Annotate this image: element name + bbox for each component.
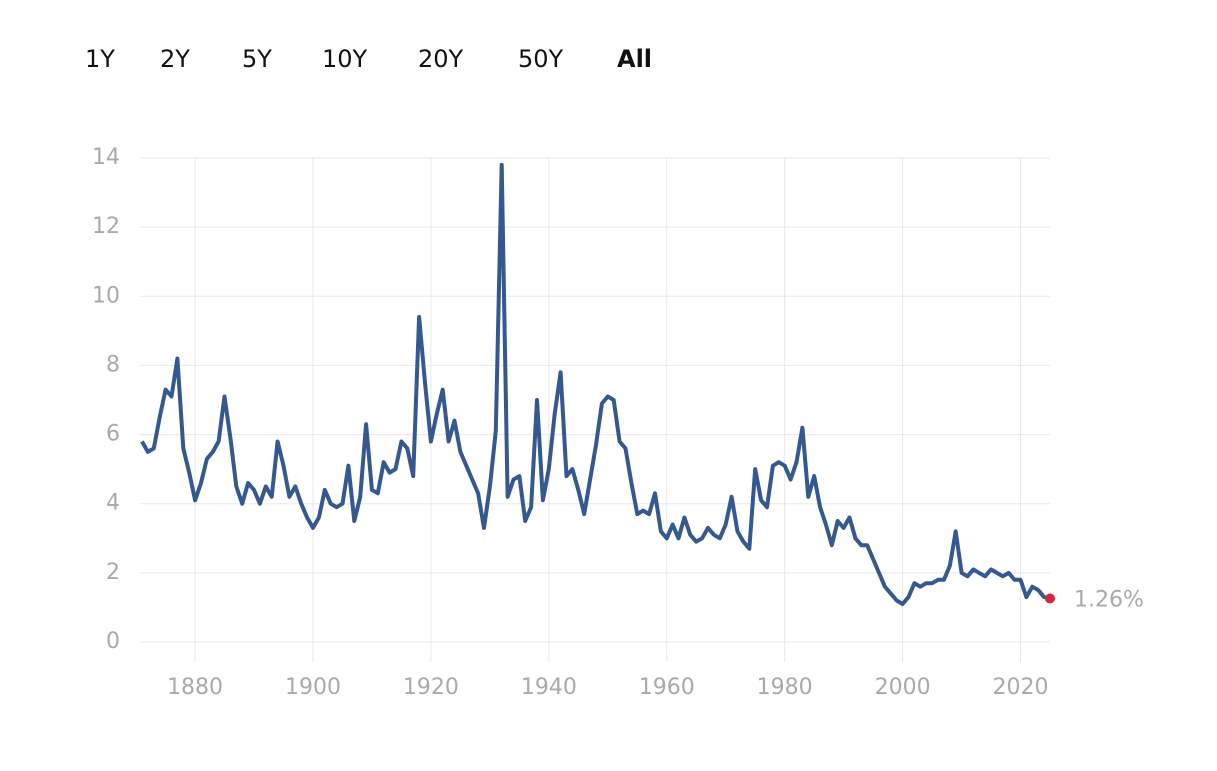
y-tick-label: 12 (92, 214, 120, 239)
last-value-label: 1.26% (1074, 587, 1144, 612)
x-tick-label: 1900 (285, 675, 341, 700)
y-tick-label: 10 (92, 283, 120, 308)
last-point (1045, 593, 1055, 604)
range-tab[interactable]: All (617, 45, 652, 73)
x-tick-label: 1940 (521, 675, 577, 700)
range-tab[interactable]: 2Y (160, 45, 190, 73)
y-tick-label: 8 (106, 352, 120, 377)
x-tick-label: 2020 (993, 675, 1049, 700)
x-tick-label: 1880 (167, 675, 223, 700)
y-tick-label: 0 (106, 629, 120, 654)
x-tick-label: 1980 (757, 675, 813, 700)
range-tab[interactable]: 20Y (418, 45, 464, 73)
x-tick-label: 2000 (875, 675, 931, 700)
x-tick-label: 1920 (403, 675, 459, 700)
range-tab[interactable]: 5Y (242, 45, 272, 73)
y-tick-label: 2 (106, 560, 120, 585)
range-tab[interactable]: 10Y (322, 45, 368, 73)
range-tab[interactable]: 1Y (85, 45, 115, 73)
line-series (140, 162, 1051, 606)
y-tick-label: 6 (106, 422, 120, 447)
y-tick-label: 14 (92, 145, 120, 170)
range-tab[interactable]: 50Y (518, 45, 564, 73)
x-tick-label: 1960 (639, 675, 695, 700)
y-tick-label: 4 (106, 491, 120, 516)
